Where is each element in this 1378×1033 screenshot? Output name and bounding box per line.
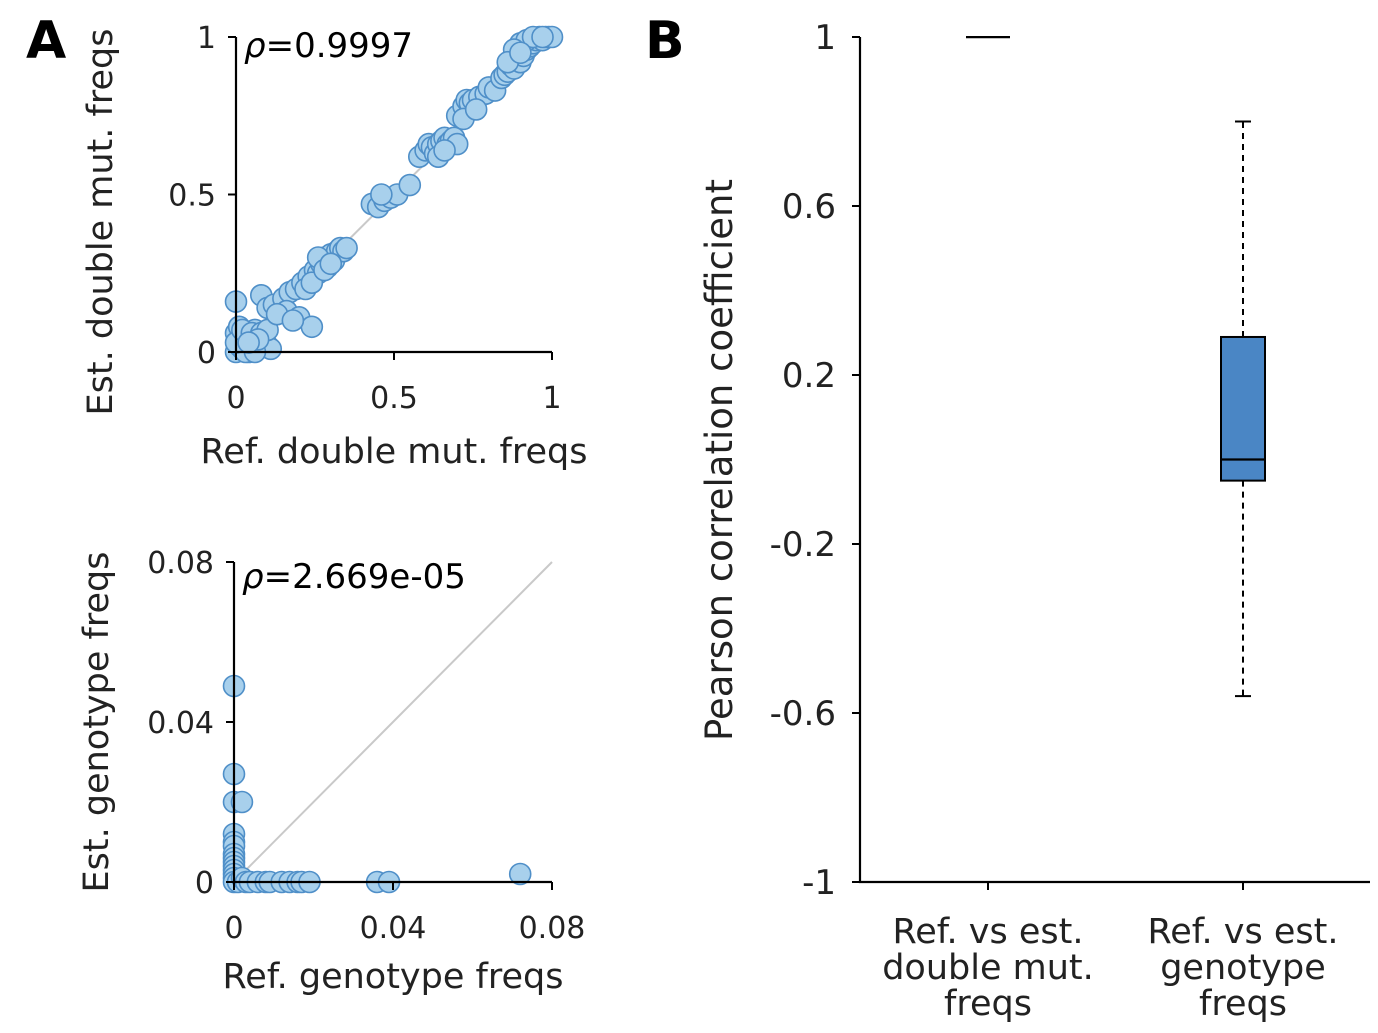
category-label: double mut. bbox=[882, 948, 1094, 988]
y-axis-label: Est. genotype freqs bbox=[77, 552, 117, 893]
y-tick-label: 0 bbox=[195, 866, 214, 901]
y-tick-label: 0.08 bbox=[147, 546, 214, 581]
data-point bbox=[319, 252, 343, 276]
x-tick-label: 0 bbox=[224, 911, 243, 946]
y-axis-label: Pearson correlation coefficient bbox=[698, 179, 741, 741]
data-point bbox=[464, 98, 488, 121]
x-tick-label: 0.08 bbox=[519, 911, 586, 946]
scatter-genotype: 0 0.04 0.08 0 0.04 0.08 ρ=2.669e-05 Ref. geno… bbox=[77, 546, 585, 997]
data-point bbox=[398, 173, 422, 197]
axes-frame bbox=[858, 37, 1370, 884]
identity-line bbox=[233, 561, 553, 883]
data-point bbox=[281, 309, 305, 332]
y-tick-label: -1 bbox=[802, 863, 836, 903]
y-tick-label: 0.5 bbox=[168, 179, 216, 214]
category-label: genotype bbox=[1160, 948, 1326, 988]
data-point bbox=[300, 315, 324, 339]
panel-label-a: A bbox=[26, 11, 66, 71]
panel-label-b: B bbox=[645, 11, 685, 71]
x-axis-label: Ref. double mut. freqs bbox=[201, 432, 588, 472]
data-point bbox=[370, 183, 393, 206]
data-point bbox=[335, 236, 358, 260]
boxplot-correlation: 10.60.2-0.2-0.6-1 Ref. vs est.double mut… bbox=[698, 18, 1370, 1024]
data-point bbox=[237, 331, 260, 354]
y-tick-label: 0.6 bbox=[782, 187, 836, 227]
x-tick-label: 1 bbox=[542, 381, 561, 416]
data-point bbox=[509, 41, 532, 65]
data-point bbox=[433, 139, 456, 162]
x-tick-label: 0 bbox=[226, 381, 245, 416]
box-2 bbox=[1220, 120, 1266, 698]
iqr-box bbox=[1220, 335, 1266, 482]
y-tick-label: 0.2 bbox=[782, 356, 836, 396]
category-label: Ref. vs est. bbox=[893, 912, 1084, 952]
x-tick-label: 0.04 bbox=[360, 911, 427, 946]
category-label: freqs bbox=[944, 984, 1032, 1024]
y-tick-label: -0.6 bbox=[770, 694, 836, 734]
y-axis-label: Est. double mut. freqs bbox=[81, 29, 121, 416]
category-label: Ref. vs est. bbox=[1148, 912, 1339, 952]
y-tick-label: -0.2 bbox=[770, 525, 836, 565]
x-tick-label: 0.5 bbox=[370, 381, 418, 416]
y-tick-label: 0.04 bbox=[147, 706, 214, 741]
correlation-annotation: ρ=0.9997 bbox=[244, 26, 413, 66]
x-axis-label: Ref. genotype freqs bbox=[223, 957, 564, 997]
y-tick-label: 0 bbox=[197, 336, 216, 371]
data-point bbox=[230, 790, 254, 814]
data-point bbox=[531, 25, 554, 49]
correlation-annotation: ρ=2.669e-05 bbox=[242, 557, 466, 597]
data-point bbox=[508, 862, 532, 886]
category-label: freqs bbox=[1199, 984, 1287, 1024]
y-tick-label: 1 bbox=[197, 21, 216, 56]
y-tick-label: 1 bbox=[814, 18, 836, 58]
scatter-double-mut: 0 0.5 1 0 0.5 1 ρ=0.9997 Ref. double mut. fre… bbox=[81, 21, 587, 472]
